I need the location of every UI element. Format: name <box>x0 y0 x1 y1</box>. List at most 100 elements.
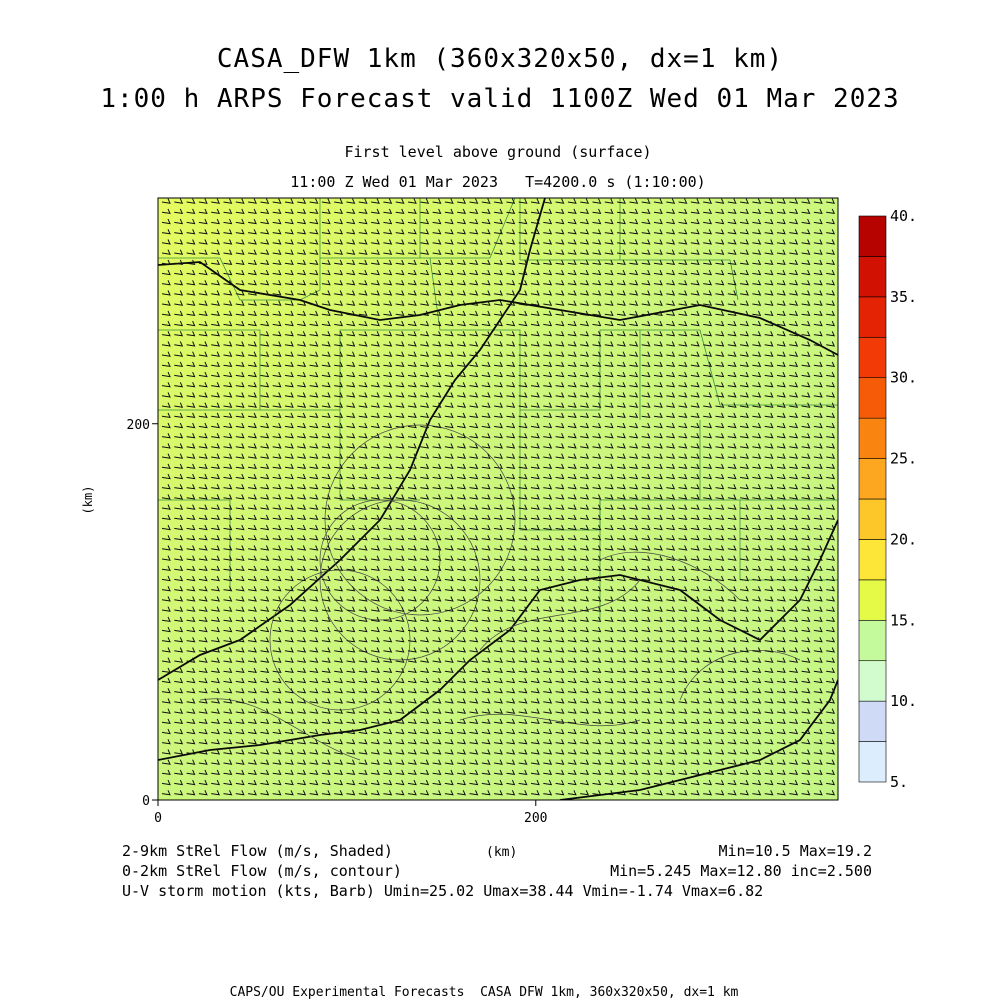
wind-barb <box>506 484 516 490</box>
wind-barb <box>321 575 331 582</box>
wind-barb <box>580 504 590 510</box>
wind-barb <box>580 218 590 225</box>
wind-barb <box>813 565 823 572</box>
wind-barb <box>358 290 368 296</box>
wind-barb <box>272 473 282 480</box>
wind-barb <box>494 259 503 266</box>
wind-barb <box>629 361 639 368</box>
wind-barb <box>592 616 602 623</box>
wind-barb <box>383 688 393 694</box>
wind-barb <box>690 728 700 735</box>
wind-barb <box>678 484 688 490</box>
colorbar-cell <box>858 660 887 702</box>
wind-barb <box>801 749 811 755</box>
wind-barb <box>752 402 762 408</box>
wind-barb <box>198 565 208 572</box>
wind-barb <box>248 749 257 755</box>
wind-barb <box>506 473 516 480</box>
wind-barb <box>543 484 553 490</box>
wind-barb <box>395 382 405 388</box>
wind-barb <box>186 759 196 765</box>
wind-barb <box>506 198 516 204</box>
wind-barb <box>592 341 602 347</box>
wind-barb <box>211 198 221 204</box>
wind-barb <box>469 402 479 408</box>
wind-barb <box>789 667 799 674</box>
wind-barb <box>518 218 528 225</box>
wind-barb <box>740 626 749 633</box>
wind-barb <box>555 728 565 735</box>
wind-barb <box>653 453 663 459</box>
wind-barb <box>776 382 786 388</box>
wind-barb <box>297 463 307 470</box>
wind-barb <box>752 586 762 592</box>
wind-barb <box>752 769 762 776</box>
shaded-field <box>158 198 838 800</box>
wind-barb <box>358 280 368 286</box>
wind-barb <box>764 229 774 235</box>
wind-barb <box>727 392 737 398</box>
wind-barb <box>444 545 454 551</box>
wind-barb <box>309 463 319 470</box>
wind-barb <box>272 249 282 255</box>
wind-barb <box>272 392 282 398</box>
wind-barb <box>235 249 245 255</box>
wind-barb <box>555 657 565 663</box>
wind-barb <box>371 371 380 378</box>
wind-barb <box>715 402 725 408</box>
wind-barb <box>469 320 479 327</box>
wind-barb <box>272 229 282 235</box>
wind-barb <box>530 412 540 419</box>
wind-barb <box>813 453 823 459</box>
wind-barb <box>592 453 602 459</box>
wind-barb <box>321 259 331 266</box>
wind-barb <box>555 575 565 582</box>
wind-barb <box>321 626 331 633</box>
wind-barb <box>334 698 344 704</box>
wind-barb <box>494 596 503 602</box>
wind-barb <box>666 698 676 704</box>
wind-barb <box>518 575 528 582</box>
wind-barb <box>629 382 639 388</box>
wind-barb <box>223 637 233 643</box>
wind-barb <box>420 677 430 684</box>
wind-barb <box>789 657 799 663</box>
wind-barb <box>715 606 725 612</box>
wind-barb <box>161 759 171 765</box>
wind-barb <box>789 229 799 235</box>
wind-barb <box>248 208 257 215</box>
wind-barb <box>260 412 270 419</box>
wind-barb <box>457 208 467 215</box>
wind-barb <box>407 596 417 602</box>
wind-barb <box>358 749 368 755</box>
wind-barb <box>604 779 614 786</box>
wind-barb <box>703 677 713 684</box>
wind-barb <box>629 565 639 572</box>
wind-barb <box>617 382 626 388</box>
wind-barb <box>309 637 319 643</box>
wind-barb <box>432 198 442 204</box>
wind-barb <box>776 575 786 582</box>
wind-barb <box>703 422 713 429</box>
wind-barb <box>346 596 356 602</box>
wind-barb <box>321 494 331 500</box>
wind-barb <box>727 790 737 796</box>
wind-barb <box>518 637 528 643</box>
wind-barb <box>161 494 171 500</box>
wind-barb <box>198 463 208 470</box>
wind-barb <box>752 688 762 694</box>
wind-barb <box>653 626 663 633</box>
wind-barb <box>494 708 503 714</box>
wind-barb <box>715 198 725 204</box>
wind-barb <box>346 555 356 561</box>
wind-barb <box>494 637 503 643</box>
wind-barb <box>186 688 196 694</box>
wind-barb <box>592 667 602 674</box>
wind-barb <box>198 320 208 327</box>
wind-barb <box>248 290 257 296</box>
wind-barb <box>752 463 762 470</box>
wind-barb <box>653 433 663 439</box>
wind-barb <box>211 249 221 255</box>
wind-barb <box>494 443 503 449</box>
wind-barb <box>530 779 540 786</box>
